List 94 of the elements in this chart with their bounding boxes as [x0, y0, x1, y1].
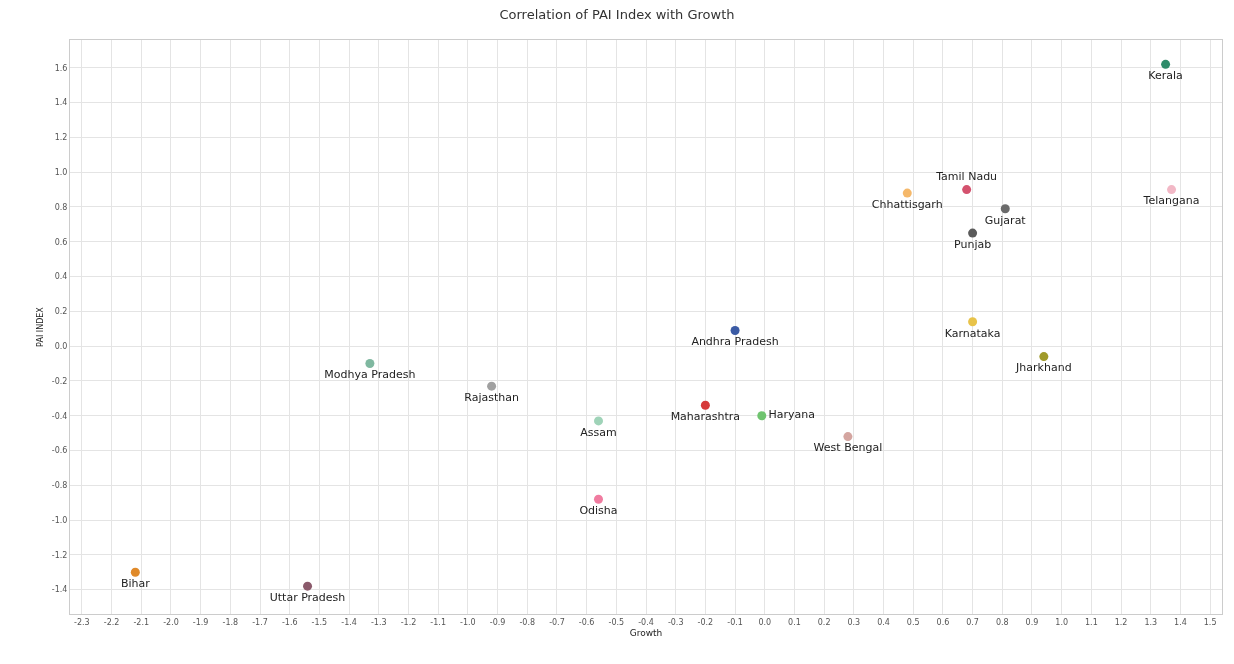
y-tick-label: -1.2 — [51, 550, 68, 560]
x-tick-label: -1.3 — [370, 617, 387, 627]
point — [1039, 352, 1049, 362]
x-tick-label: -0.1 — [727, 617, 743, 627]
series-label: Kerala — [1148, 69, 1183, 83]
x-tick-label: -0.6 — [578, 617, 595, 627]
series-label: Maharashtra — [670, 410, 741, 424]
y-axis-title: PAI INDEX — [36, 306, 46, 347]
x-tick-label: 0.5 — [906, 617, 920, 627]
point — [130, 567, 140, 577]
x-tick-label: -1.2 — [400, 617, 417, 627]
series-label: Punjab — [954, 237, 992, 251]
series-label: Chhattisgarh — [871, 197, 943, 211]
x-tick-label: -1.1 — [430, 617, 446, 627]
series-label: Haryana — [768, 408, 815, 422]
x-tick-label: 0.1 — [788, 617, 801, 627]
point — [303, 581, 313, 591]
point — [593, 494, 603, 504]
series-label: Karnataka — [944, 326, 1001, 340]
series-label: Rajasthan — [464, 391, 519, 405]
x-tick-label: -0.5 — [608, 617, 625, 627]
x-tick-label: -0.8 — [519, 617, 536, 627]
x-tick-label: 1.0 — [1055, 617, 1069, 627]
y-tick-label: -1.0 — [51, 515, 68, 525]
x-tick-label: 0.3 — [847, 617, 861, 627]
x-tick-label: -1.8 — [222, 617, 239, 627]
point — [1161, 59, 1171, 69]
chart-title: Correlation of PAI Index with Growth — [499, 7, 735, 23]
point — [757, 411, 767, 421]
series-label: Tamil Nadu — [935, 170, 998, 184]
x-tick-label: -1.0 — [460, 617, 476, 627]
y-tick-label: -1.4 — [51, 585, 68, 595]
y-tick-label: 0.0 — [54, 341, 68, 351]
y-tick-label: -0.2 — [51, 376, 68, 386]
x-axis-title: Growth — [629, 628, 663, 639]
x-tick-label: -2.3 — [74, 617, 90, 627]
point — [902, 188, 912, 198]
point — [487, 381, 497, 391]
x-tick-label: -2.2 — [103, 617, 120, 627]
x-tick-label: 0.9 — [1025, 617, 1039, 627]
y-tick-label: 1.2 — [54, 133, 68, 143]
x-tick-label: 1.1 — [1084, 617, 1098, 627]
point — [700, 400, 710, 410]
series-label: Gujarat — [984, 213, 1027, 227]
series-label: Assam — [580, 425, 617, 439]
x-tick-label: 0.7 — [966, 617, 979, 627]
x-tick-label: -0.4 — [638, 617, 654, 627]
x-tick-label: -1.7 — [252, 617, 268, 627]
point — [365, 359, 375, 369]
x-tick-label: 0.6 — [936, 617, 950, 627]
x-tick-label: 1.2 — [1114, 617, 1128, 627]
x-tick-label: 1.4 — [1174, 617, 1187, 627]
series-label: Jharkhand — [1015, 361, 1072, 375]
y-tick-label: 0.4 — [54, 272, 68, 282]
point — [843, 432, 853, 442]
x-tick-label: 1.3 — [1144, 617, 1158, 627]
y-tick-label: 1.6 — [54, 63, 68, 73]
x-tick-label: -1.9 — [192, 617, 209, 627]
x-tick-label: 0.0 — [758, 617, 772, 627]
x-tick-label: 0.2 — [817, 617, 831, 627]
point — [1167, 185, 1177, 195]
x-tick-label: 0.4 — [877, 617, 890, 627]
series-label: Odisha — [579, 504, 618, 518]
x-tick-label: -1.4 — [341, 617, 357, 627]
y-tick-label: -0.8 — [51, 481, 68, 491]
x-tick-label: -0.2 — [697, 617, 714, 627]
x-tick-label: 1.5 — [1203, 617, 1217, 627]
x-tick-label: -2.1 — [133, 617, 150, 627]
x-tick-label: -0.9 — [489, 617, 506, 627]
x-tick-label: -1.5 — [311, 617, 328, 627]
series-label: Bihar — [120, 577, 151, 591]
x-tick-label: 0.8 — [995, 617, 1009, 627]
point — [593, 416, 603, 426]
point — [968, 228, 978, 238]
series-label: Andhra Pradesh — [691, 335, 779, 349]
series-label: Telangana — [1142, 194, 1200, 208]
x-tick-label: -1.6 — [281, 617, 298, 627]
y-tick-label: 0.8 — [54, 202, 68, 212]
series-label: West Bengal — [813, 441, 883, 455]
y-tick-label: 1.4 — [54, 98, 68, 108]
point — [730, 325, 740, 335]
point — [1000, 204, 1010, 214]
point — [962, 185, 972, 195]
x-tick-label: -0.7 — [549, 617, 565, 627]
y-tick-label: 1.0 — [54, 167, 68, 177]
series-label: Uttar Pradesh — [269, 591, 346, 605]
y-tick-label: -0.4 — [51, 411, 68, 421]
point — [968, 317, 978, 327]
x-tick-label: -2.0 — [163, 617, 179, 627]
series-label: Modhya Pradesh — [324, 368, 416, 382]
y-tick-label: 0.6 — [54, 237, 68, 247]
y-tick-label: -0.6 — [51, 446, 68, 456]
x-tick-label: -0.3 — [667, 617, 684, 627]
y-tick-label: 0.2 — [54, 307, 68, 317]
